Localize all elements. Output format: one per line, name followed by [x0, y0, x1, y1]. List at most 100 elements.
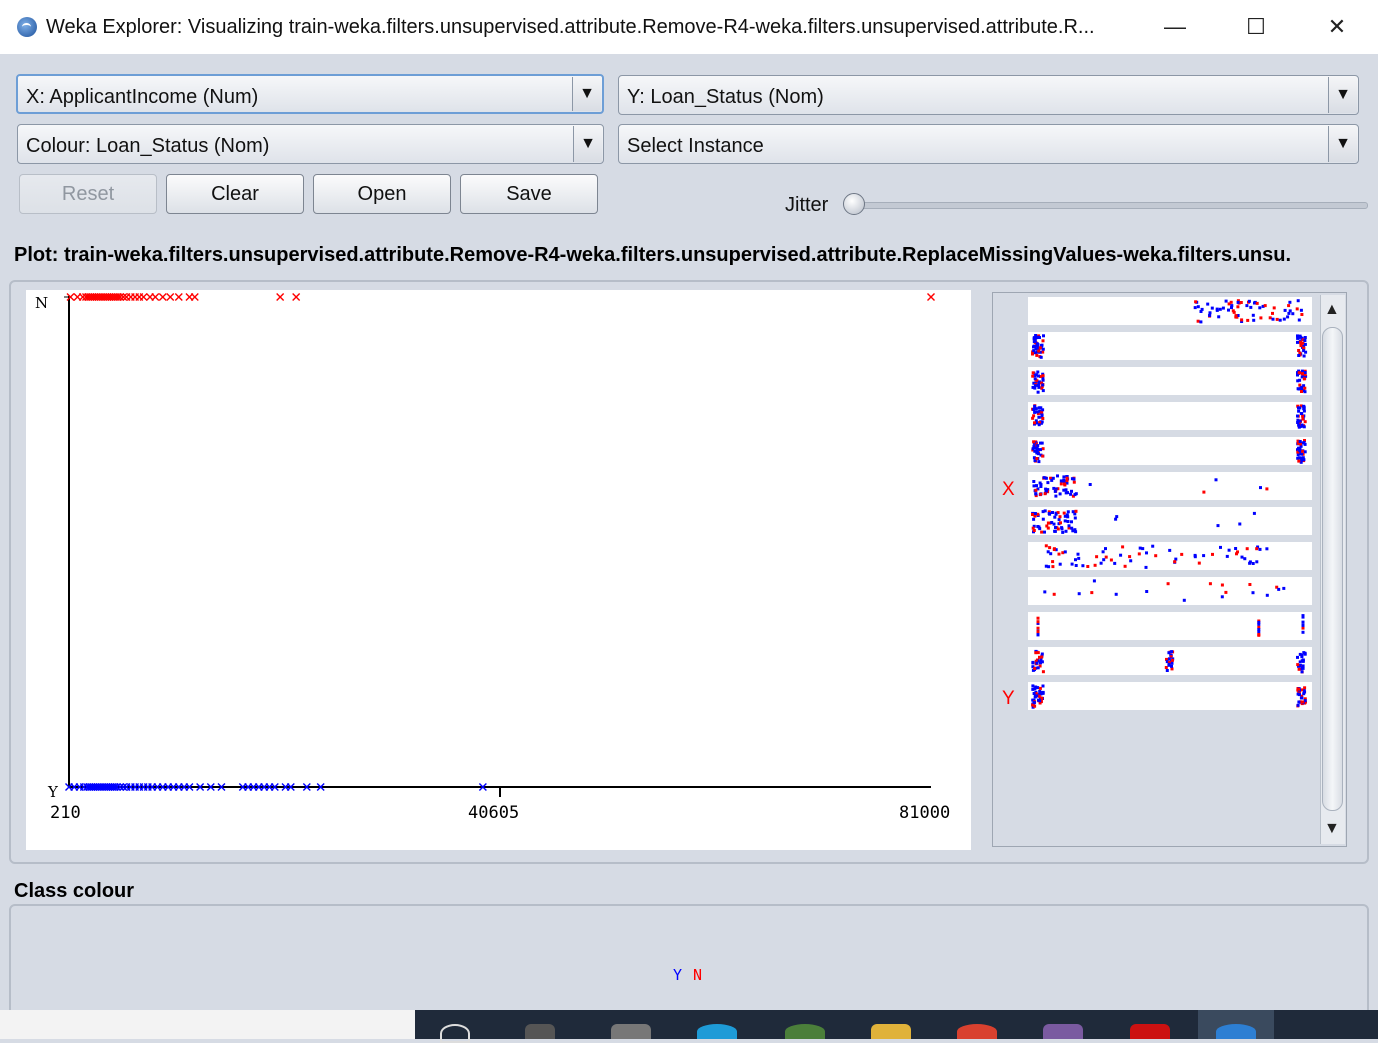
matrix-dot — [1036, 370, 1040, 374]
settings-app-icon[interactable] — [1043, 1024, 1083, 1039]
matrix-cell[interactable] — [1028, 647, 1312, 675]
task-view-icon[interactable] — [525, 1024, 555, 1039]
class-label-n[interactable]: N — [693, 966, 703, 984]
store-icon[interactable] — [611, 1024, 651, 1039]
close-button[interactable]: ✕ — [1327, 14, 1347, 39]
data-point-n-29[interactable] — [166, 293, 175, 301]
matrix-dot — [1296, 655, 1299, 659]
data-point-n-33[interactable] — [276, 293, 285, 301]
matrix-cell[interactable] — [1028, 682, 1312, 710]
matrix-dot — [1258, 306, 1262, 310]
data-point-y-47[interactable] — [302, 783, 311, 791]
select-instance-select[interactable]: Select Instance ▼ — [618, 124, 1359, 164]
weka-icon[interactable] — [1216, 1024, 1256, 1039]
matrix-dot — [1246, 318, 1250, 322]
taskbar-active-app[interactable] — [1198, 1010, 1274, 1039]
data-point-n-20[interactable] — [119, 293, 128, 301]
clear-button[interactable]: Clear — [166, 174, 304, 214]
scroll-down-icon[interactable]: ▼ — [1324, 820, 1340, 837]
matrix-dot — [1151, 544, 1155, 548]
matrix-cell[interactable] — [1028, 367, 1312, 395]
scroll-up-icon[interactable]: ▲ — [1324, 301, 1340, 318]
matrix-dot — [1038, 655, 1041, 659]
matrix-dot — [1031, 684, 1035, 688]
data-point-n-19[interactable] — [116, 293, 125, 301]
matrix-dot — [1032, 345, 1035, 349]
matrix-dot — [1048, 546, 1052, 550]
chrome-icon[interactable] — [957, 1024, 997, 1039]
data-point-y-48[interactable] — [316, 783, 325, 791]
data-point-y-19[interactable] — [116, 783, 125, 791]
app-icon[interactable] — [785, 1024, 825, 1039]
matrix-dot — [1031, 385, 1035, 389]
data-point-n-28[interactable] — [158, 293, 167, 301]
matrix-dot — [1301, 615, 1305, 619]
data-point-y-34[interactable] — [185, 783, 194, 791]
data-point-n-35[interactable] — [927, 293, 935, 301]
reset-button[interactable]: Reset — [19, 174, 157, 214]
matrix-dot — [1302, 377, 1306, 381]
scroll-thumb[interactable] — [1322, 327, 1343, 811]
matrix-cell[interactable] — [1028, 507, 1312, 535]
matrix-dot — [1272, 306, 1276, 310]
matrix-cell[interactable] — [1028, 542, 1312, 570]
folder-icon[interactable] — [871, 1024, 911, 1039]
data-point-n-25[interactable] — [139, 293, 148, 301]
scatter-matrix-panel[interactable]: X Y — [992, 292, 1347, 847]
matrix-cell[interactable] — [1028, 612, 1312, 640]
data-point-n-32[interactable] — [190, 293, 199, 301]
data-point-n-27[interactable] — [151, 293, 160, 301]
data-point-n-34[interactable] — [292, 293, 301, 301]
matrix-dot — [1154, 554, 1158, 558]
matrix-dot — [1031, 352, 1034, 356]
data-point-y-35[interactable] — [196, 783, 205, 791]
matrix-dot — [1220, 583, 1224, 587]
data-point-y-44[interactable] — [270, 783, 279, 791]
data-point-y-36[interactable] — [206, 783, 215, 791]
pdf-icon[interactable] — [1130, 1024, 1170, 1039]
matrix-cell[interactable] — [1028, 332, 1312, 360]
matrix-dot — [1302, 425, 1306, 429]
matrix-dot — [1032, 517, 1036, 521]
matrix-dot — [1221, 306, 1225, 310]
matrix-dot — [1303, 652, 1307, 656]
matrix-dot — [1061, 551, 1065, 555]
scatter-plot[interactable]: N Y 210 40605 81000 — [26, 290, 971, 850]
matrix-scrollbar[interactable]: ▲ ▼ — [1320, 295, 1345, 844]
data-point-y-37[interactable] — [217, 783, 226, 791]
data-point-n-0[interactable] — [66, 293, 75, 301]
data-point-y-49[interactable] — [478, 783, 487, 791]
data-point-y-46[interactable] — [286, 783, 295, 791]
matrix-cell[interactable] — [1028, 472, 1312, 500]
jitter-slider-knob[interactable] — [843, 193, 865, 215]
matrix-dot — [1173, 560, 1177, 564]
matrix-dot — [1031, 687, 1035, 691]
matrix-dot — [1031, 668, 1035, 672]
data-point-y-20[interactable] — [119, 783, 128, 791]
minimize-button[interactable]: — — [1164, 14, 1186, 39]
matrix-dot — [1216, 524, 1220, 528]
y-axis-select[interactable]: Y: Loan_Status (Nom) ▼ — [618, 75, 1359, 115]
edge-icon[interactable] — [697, 1024, 737, 1039]
colour-select[interactable]: Colour: Loan_Status (Nom) ▼ — [17, 124, 604, 164]
maximize-button[interactable]: ☐ — [1246, 14, 1266, 39]
save-button[interactable]: Save — [460, 174, 598, 214]
jitter-slider-track[interactable] — [846, 202, 1368, 209]
x-axis-select[interactable]: X: ApplicantIncome (Num) ▼ — [16, 74, 604, 114]
search-icon[interactable] — [440, 1024, 470, 1043]
matrix-dot — [1101, 550, 1105, 554]
data-point-y-18[interactable] — [112, 783, 121, 791]
matrix-dot — [1297, 690, 1301, 694]
matrix-dot — [1301, 417, 1305, 421]
matrix-cell[interactable] — [1028, 577, 1312, 605]
matrix-dot — [1300, 390, 1303, 393]
taskbar-search-box[interactable] — [0, 1010, 415, 1039]
open-button[interactable]: Open — [313, 174, 451, 214]
class-label-y[interactable]: Y — [673, 966, 683, 984]
matrix-cell[interactable] — [1028, 437, 1312, 465]
matrix-cell[interactable] — [1028, 402, 1312, 430]
matrix-dot — [1227, 548, 1231, 552]
data-point-n-30[interactable] — [174, 293, 183, 301]
matrix-dot — [1255, 560, 1259, 564]
matrix-cell[interactable] — [1028, 297, 1312, 325]
